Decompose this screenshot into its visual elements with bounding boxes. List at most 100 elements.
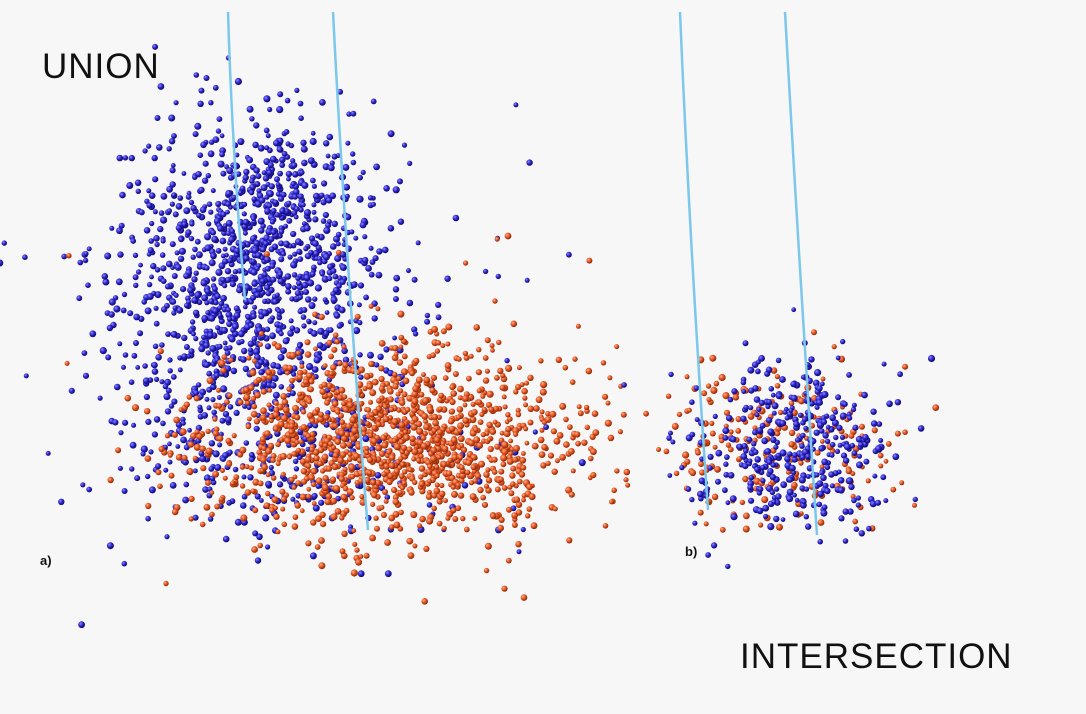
- particle: [233, 269, 238, 274]
- particle: [785, 416, 790, 421]
- particle: [715, 479, 721, 485]
- particle: [442, 445, 449, 452]
- particle: [383, 463, 389, 469]
- particle: [541, 444, 548, 451]
- particle: [512, 457, 518, 463]
- particle: [517, 479, 523, 485]
- particle: [242, 202, 247, 207]
- particle: [496, 274, 501, 279]
- particle: [687, 408, 692, 413]
- particle: [351, 281, 358, 288]
- particle: [58, 499, 64, 505]
- particle: [239, 447, 246, 454]
- particle: [264, 208, 271, 215]
- particle: [147, 293, 154, 300]
- particle: [254, 418, 260, 424]
- particle: [311, 482, 316, 487]
- particle: [345, 141, 350, 146]
- particle: [427, 502, 433, 508]
- particle: [270, 277, 276, 283]
- particle: [312, 240, 319, 247]
- particle: [224, 399, 230, 405]
- particle: [176, 203, 183, 210]
- particle: [490, 343, 495, 348]
- particle: [431, 375, 437, 381]
- particle: [412, 544, 417, 549]
- particle: [329, 193, 336, 200]
- particle: [398, 456, 403, 461]
- particle: [194, 395, 200, 401]
- particle: [328, 441, 333, 446]
- particle: [294, 206, 300, 212]
- particle: [486, 477, 492, 483]
- particle: [122, 561, 128, 567]
- particle: [233, 474, 239, 480]
- particle: [179, 248, 186, 255]
- particle: [169, 138, 175, 144]
- particle: [165, 408, 171, 414]
- particle: [201, 315, 208, 322]
- particle: [78, 621, 85, 628]
- particle: [698, 461, 704, 467]
- particle: [291, 162, 297, 168]
- particle: [548, 453, 554, 459]
- particle: [168, 115, 175, 122]
- particle: [382, 247, 389, 254]
- particle: [353, 327, 360, 334]
- particle: [138, 263, 143, 268]
- particle: [348, 464, 355, 471]
- particle: [161, 238, 166, 243]
- particle: [268, 162, 274, 168]
- particle: [872, 427, 878, 433]
- particle: [366, 407, 372, 413]
- particle: [301, 323, 306, 328]
- particle: [319, 99, 326, 106]
- particle: [178, 367, 183, 372]
- particle: [767, 428, 774, 435]
- particle: [244, 394, 251, 401]
- particle: [430, 455, 437, 462]
- particle: [339, 430, 346, 437]
- particle: [299, 364, 304, 369]
- particle: [413, 331, 418, 336]
- particle: [181, 421, 186, 426]
- particle: [213, 136, 220, 143]
- particle: [200, 522, 206, 528]
- particle: [347, 488, 354, 495]
- particle: [875, 445, 882, 452]
- particle: [532, 443, 539, 450]
- particle: [897, 371, 903, 377]
- particle: [212, 286, 218, 292]
- particle: [767, 468, 773, 474]
- particle: [254, 167, 260, 173]
- particle: [398, 510, 404, 516]
- particle: [332, 400, 339, 407]
- particle: [733, 394, 739, 400]
- particle: [310, 447, 315, 452]
- particle: [666, 394, 671, 399]
- particle: [265, 343, 271, 349]
- particle: [526, 159, 532, 165]
- particle: [668, 431, 673, 436]
- particle: [557, 432, 564, 439]
- particle: [367, 352, 374, 359]
- particle: [379, 376, 385, 382]
- particle: [211, 410, 217, 416]
- particle: [427, 407, 434, 414]
- particle: [486, 422, 493, 429]
- particle: [445, 324, 452, 331]
- particle: [899, 480, 904, 485]
- particle: [272, 299, 278, 305]
- particle: [725, 564, 730, 569]
- particle: [856, 502, 861, 507]
- particle: [305, 351, 312, 358]
- particle: [416, 240, 421, 245]
- particle: [314, 356, 321, 363]
- particle: [886, 401, 893, 408]
- particle: [397, 178, 403, 184]
- particle: [484, 568, 489, 573]
- particle: [182, 171, 187, 176]
- particle: [368, 195, 373, 200]
- particle: [275, 442, 281, 448]
- particle: [822, 432, 828, 438]
